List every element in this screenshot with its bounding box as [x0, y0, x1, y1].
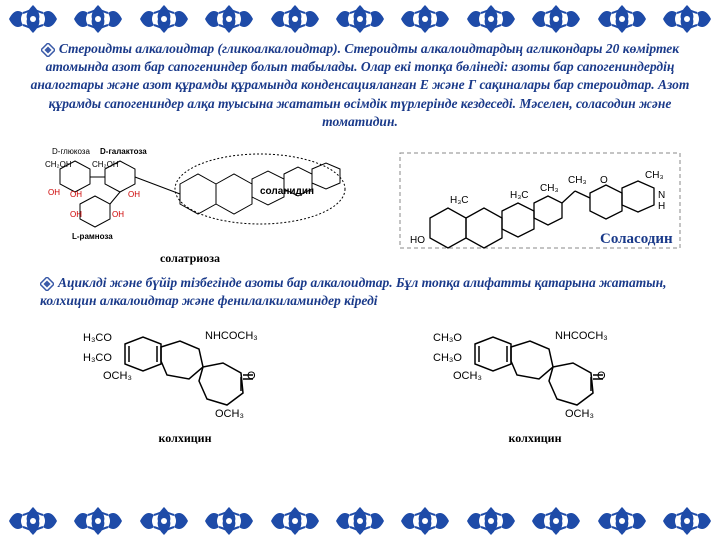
- svg-text:OCH₃: OCH₃: [215, 408, 244, 420]
- diamond-bullet-icon: [40, 277, 54, 291]
- ornament-icon: [397, 505, 453, 537]
- structure-colchicine-2: CH₃O CH₃O OCH₃ NHCOCH₃ O OCH₃ колхицин: [405, 319, 665, 446]
- svg-text:NHCOCH₃: NHCOCH₃: [555, 330, 608, 342]
- label-galactose: D-галактоза: [100, 147, 147, 156]
- ornament-icon: [463, 505, 519, 537]
- decorative-border-bottom: [0, 502, 720, 540]
- solasodine-svg: HO H₃C H₃C CH₃ CH₃ O CH₃ N H Соласодин: [390, 143, 690, 263]
- svg-text:O: O: [600, 175, 608, 186]
- paragraph2-text: Ациклді және бүйір тізбегінде азоты бар …: [40, 275, 667, 308]
- colchicine-svg-1: H₃CO H₃CO OCH₃ NHCOCH₃ O OCH₃: [55, 319, 315, 429]
- svg-text:OH: OH: [112, 210, 124, 219]
- ornament-icon: [659, 3, 715, 35]
- diamond-bullet-icon: [41, 43, 55, 57]
- ornament-icon: [594, 3, 650, 35]
- structure-solatriose: D-глюкоза D-галактоза L-рамноза CH₂OH OH…: [30, 139, 350, 266]
- structures-row-1: D-глюкоза D-галактоза L-рамноза CH₂OH OH…: [10, 139, 710, 266]
- svg-text:H₃CO: H₃CO: [83, 332, 112, 344]
- colchicine-svg-2: CH₃O CH₃O OCH₃ NHCOCH₃ O OCH₃: [405, 319, 665, 429]
- svg-text:O: O: [247, 370, 256, 382]
- ornament-icon: [267, 505, 323, 537]
- caption-solatriose: солатриоза: [160, 251, 220, 266]
- solatriose-svg: D-глюкоза D-галактоза L-рамноза CH₂OH OH…: [30, 139, 350, 249]
- svg-text:CH₃: CH₃: [568, 175, 587, 186]
- ornament-icon: [528, 505, 584, 537]
- caption-solasodine: Соласодин: [600, 231, 673, 247]
- svg-text:OH: OH: [70, 210, 82, 219]
- ornament-icon: [5, 3, 61, 35]
- ornament-icon: [332, 3, 388, 35]
- svg-text:O: O: [597, 370, 606, 382]
- ornament-icon: [136, 3, 192, 35]
- ornament-icon: [463, 3, 519, 35]
- ornament-icon: [70, 3, 126, 35]
- svg-text:OCH₃: OCH₃: [565, 408, 594, 420]
- ornament-icon: [659, 505, 715, 537]
- label-solanidine: соланидин: [260, 186, 314, 197]
- ornament-icon: [397, 3, 453, 35]
- svg-text:OH: OH: [48, 188, 60, 197]
- ornament-icon: [332, 505, 388, 537]
- svg-text:CH₃: CH₃: [645, 170, 664, 181]
- svg-text:OCH₃: OCH₃: [103, 370, 132, 382]
- ornament-icon: [70, 505, 126, 537]
- svg-text:NHCOCH₃: NHCOCH₃: [205, 330, 258, 342]
- svg-text:H₃C: H₃C: [510, 190, 529, 201]
- caption-colchicine-1: колхицин: [159, 431, 212, 446]
- caption-colchicine-2: колхицин: [509, 431, 562, 446]
- ornament-icon: [5, 505, 61, 537]
- main-content: Стероидты алкалоидтар (гликоалкалоидтар)…: [10, 40, 710, 500]
- svg-text:CH₃: CH₃: [540, 183, 559, 194]
- label-rhamnose: L-рамноза: [72, 232, 113, 241]
- svg-text:CH₃O: CH₃O: [433, 352, 462, 364]
- label-glucose: D-глюкоза: [52, 147, 90, 156]
- ornament-icon: [267, 3, 323, 35]
- ornament-icon: [136, 505, 192, 537]
- ornament-icon: [201, 3, 257, 35]
- svg-text:OH: OH: [70, 190, 82, 199]
- svg-text:OH: OH: [128, 190, 140, 199]
- paragraph1-text: Стероидты алкалоидтар (гликоалкалоидтар)…: [31, 41, 690, 129]
- paragraph-steroid-alkaloids: Стероидты алкалоидтар (гликоалкалоидтар)…: [10, 40, 710, 131]
- structure-colchicine-1: H₃CO H₃CO OCH₃ NHCOCH₃ O OCH₃ колхицин: [55, 319, 315, 446]
- svg-text:H: H: [658, 201, 665, 212]
- svg-text:H₃CO: H₃CO: [83, 352, 112, 364]
- svg-text:N: N: [658, 190, 665, 201]
- ornament-icon: [528, 3, 584, 35]
- paragraph-acyclic-alkaloids: Ациклді және бүйір тізбегінде азоты бар …: [10, 274, 710, 310]
- svg-text:CH₃O: CH₃O: [433, 332, 462, 344]
- svg-text:HO: HO: [410, 235, 425, 246]
- svg-text:OCH₃: OCH₃: [453, 370, 482, 382]
- decorative-border-top: [0, 0, 720, 38]
- svg-text:CH₂OH: CH₂OH: [45, 160, 72, 169]
- ornament-icon: [594, 505, 650, 537]
- svg-text:H₃C: H₃C: [450, 195, 469, 206]
- structures-row-2: H₃CO H₃CO OCH₃ NHCOCH₃ O OCH₃ колхицин: [10, 319, 710, 446]
- ornament-icon: [201, 505, 257, 537]
- structure-solasodine: HO H₃C H₃C CH₃ CH₃ O CH₃ N H Соласодин: [390, 143, 690, 263]
- svg-text:CH₂OH: CH₂OH: [92, 160, 119, 169]
